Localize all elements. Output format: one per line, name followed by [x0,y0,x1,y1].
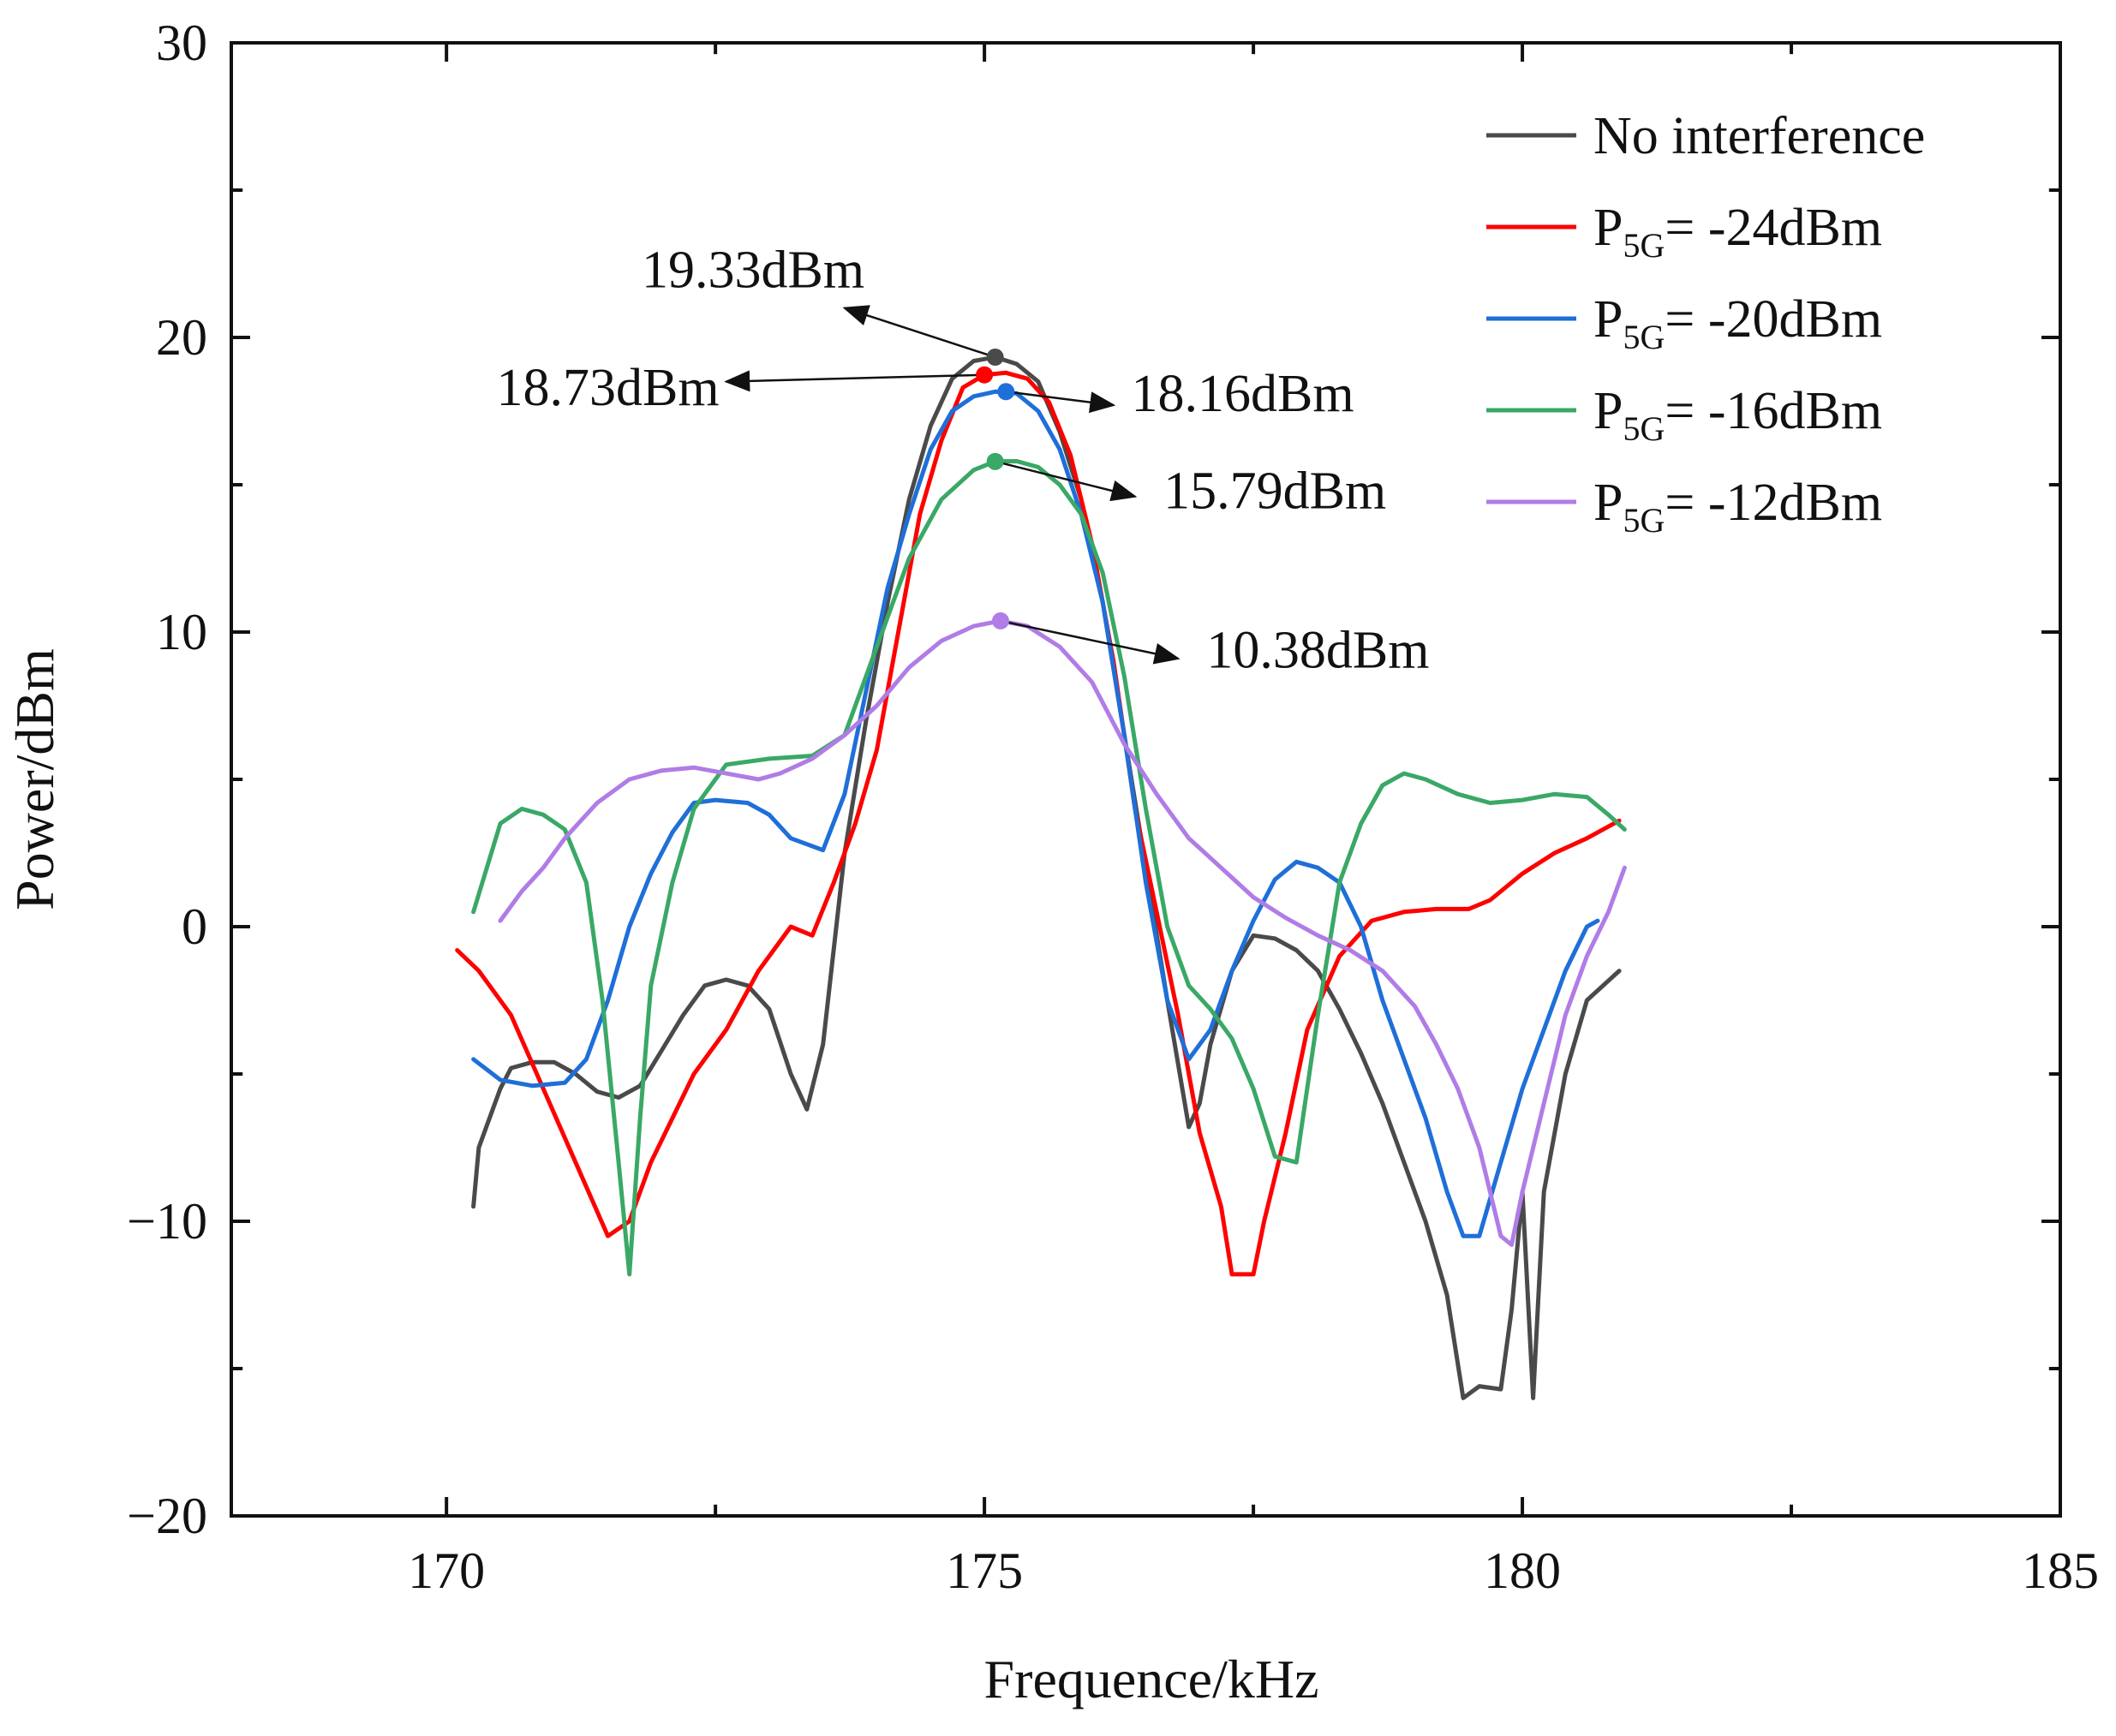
y-axis-label: Power/dBm [4,648,65,910]
annotation-label-0: 19.33dBm [642,242,864,300]
peak-marker-3 [986,452,1004,470]
y-tick-label: −20 [127,1488,207,1544]
y-tick-label: −10 [127,1193,207,1250]
annotation-arrow-3 [995,460,1138,502]
annotation-arrow-2 [1006,391,1116,414]
annotation-label-1: 18.73dBm [497,359,720,417]
x-tick-label: 170 [408,1542,485,1599]
legend-label-4: P5G= -12dBm [1593,474,1882,540]
annotation-arrow-0 [842,305,996,359]
peak-marker-1 [976,366,994,384]
annotation-label-2: 18.16dBm [1131,365,1354,423]
series-line-2 [471,389,1600,1238]
x-tick-label: 180 [1484,1542,1561,1599]
y-tick-label: 20 [156,309,207,366]
legend-label-3: P5G= -16dBm [1593,382,1882,448]
x-tick-label: 175 [946,1542,1023,1599]
legend: No interference P5G= -24dBm P5G= -20dBm P5G… [1486,107,1925,540]
annotation-arrow-1 [724,370,985,392]
series-line-4 [498,618,1627,1247]
y-tick-label: 10 [156,604,207,660]
peak-marker-0 [986,349,1004,367]
legend-label-0: No interference [1593,107,1925,165]
axes-layer: 170 175 180 185 −20 −10 0 10 20 30 [127,15,2099,1599]
annotation-label-3: 15.79dBm [1163,462,1386,521]
annotation-arrow-4 [1000,619,1181,665]
annotation-label-4: 10.38dBm [1206,621,1429,679]
y-tick-label: 30 [156,15,207,71]
peak-marker-2 [997,383,1015,401]
legend-label-2: P5G= -20dBm [1593,290,1882,356]
series-layer [455,355,1627,1400]
legend-label-1: P5G= -24dBm [1593,199,1882,265]
series-line-3 [471,459,1627,1277]
annotations-layer: 19.33dBm 18.73dBm 18.16dBm 15.79dBm 10.38dBm [497,242,1430,680]
series-line-1 [455,370,1622,1277]
x-axis-label: Frequence/kHz [984,1649,1319,1709]
y-tick-label: 0 [182,898,207,955]
x-tick-label: 185 [2022,1542,2099,1599]
peak-marker-4 [991,611,1009,629]
series-line-0 [471,355,1622,1400]
